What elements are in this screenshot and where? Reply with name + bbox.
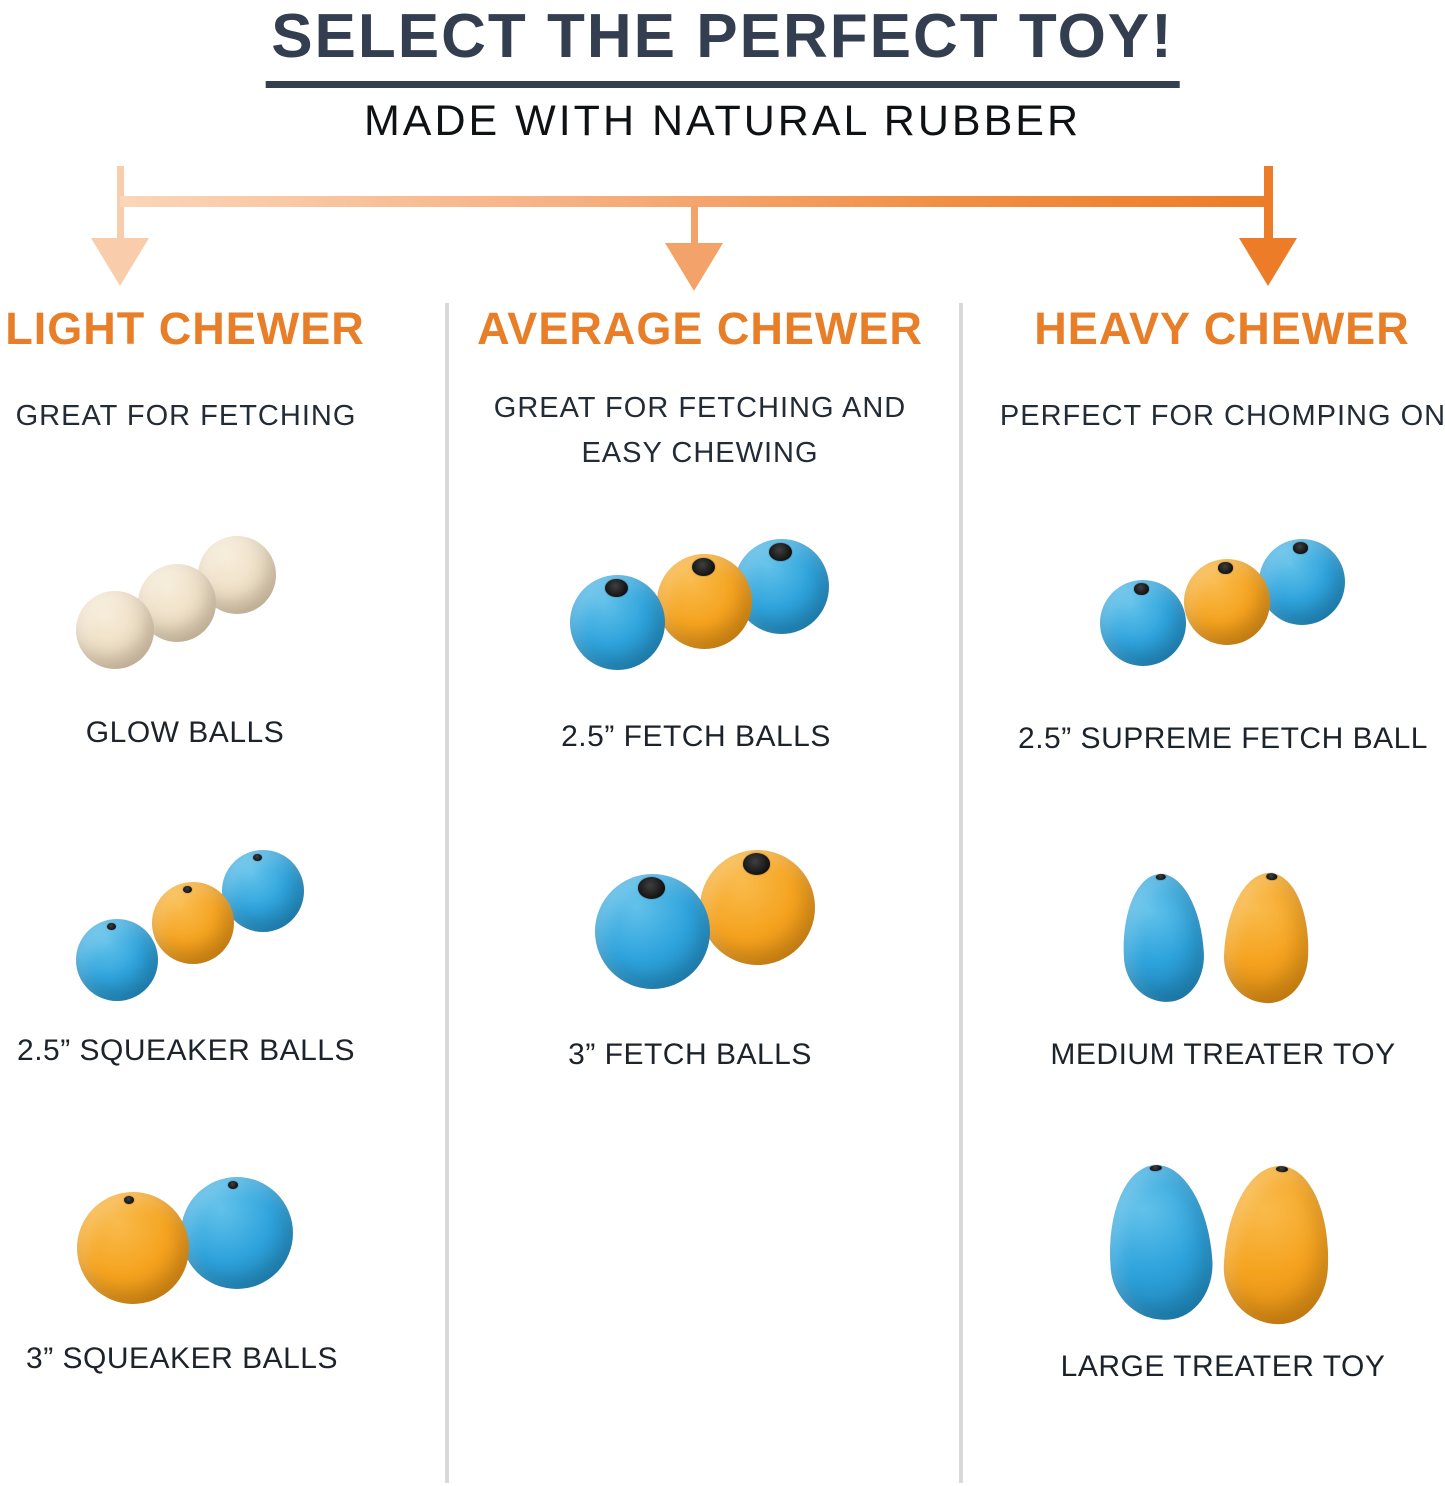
ball-hole: [1218, 562, 1233, 574]
product-label: 2.5” SUPREME FETCH BALL: [1018, 722, 1428, 755]
product-label: 2.5” SQUEAKER BALLS: [17, 1034, 355, 1067]
ball-hole: [692, 557, 715, 576]
toy-hole: [1149, 1164, 1163, 1172]
product-label: 3” SQUEAKER BALLS: [26, 1342, 338, 1375]
column-description: PERFECT FOR CHOMPING ON: [999, 400, 1445, 432]
treater-toy-orange-large: [1220, 1163, 1334, 1327]
product-label: MEDIUM TREATER TOY: [1050, 1038, 1396, 1071]
toy-hole: [1155, 873, 1167, 881]
column-header: LIGHT CHEWER: [5, 303, 365, 354]
glow-ball-1: [76, 591, 154, 669]
column-divider-right: [959, 303, 963, 1483]
supreme-ball-blue-front: [1100, 580, 1186, 666]
ball-hole: [1134, 583, 1149, 595]
squeaker-ball-blue-front: [76, 919, 158, 1001]
ball-hole: [605, 578, 628, 597]
ball-hole: [228, 1181, 239, 1190]
page-subtitle: MADE WITH NATURAL RUBBER: [363, 97, 1082, 145]
ball-hole: [107, 923, 117, 931]
supreme-ball-orange: [1184, 559, 1270, 645]
squeaker-ball-orange: [152, 882, 234, 964]
toy-hole: [1275, 1165, 1289, 1173]
fetch-ball-orange: [657, 554, 752, 649]
down-arrow-medium-icon: [665, 243, 723, 291]
column-header: HEAVY CHEWER: [1034, 303, 1410, 354]
fetch-ball-orange-large: [700, 850, 815, 965]
arrow-stem-medium: [691, 205, 698, 245]
squeaker-ball-blue-large: [181, 1177, 293, 1289]
squeaker-ball-orange-large: [77, 1192, 189, 1304]
treater-toy-orange-medium: [1221, 870, 1313, 1006]
toy-hole: [1265, 872, 1278, 880]
supreme-ball-blue-back: [1259, 539, 1345, 625]
ball-hole: [1293, 542, 1308, 554]
treater-toy-blue-large: [1103, 1161, 1217, 1324]
down-arrow-light-icon: [91, 238, 149, 286]
ball-hole: [253, 854, 263, 862]
gradient-flow-bar: [120, 196, 1272, 207]
down-arrow-dark-icon: [1239, 238, 1297, 286]
product-label: LARGE TREATER TOY: [1060, 1350, 1386, 1383]
product-label: GLOW BALLS: [85, 716, 285, 749]
column-header: AVERAGE CHEWER: [477, 303, 923, 354]
ball-hole: [637, 877, 666, 900]
fetch-ball-blue-large: [595, 874, 710, 989]
treater-toy-blue-medium: [1119, 871, 1207, 1005]
column-description: GREAT FOR FETCHING: [15, 400, 357, 432]
column-description: GREAT FOR FETCHING AND EASY CHEWING: [493, 392, 907, 469]
ball-hole: [742, 853, 771, 876]
fetch-ball-blue-front: [570, 575, 665, 670]
squeaker-ball-blue-back: [222, 850, 304, 932]
ball-hole: [124, 1196, 135, 1205]
column-divider-left: [445, 303, 449, 1483]
product-label: 2.5” FETCH BALLS: [561, 720, 831, 753]
page-title: SELECT THE PERFECT TOY!: [265, 6, 1180, 88]
ball-hole: [183, 886, 193, 894]
product-label: 3” FETCH BALLS: [568, 1038, 812, 1071]
ball-hole: [769, 542, 792, 561]
